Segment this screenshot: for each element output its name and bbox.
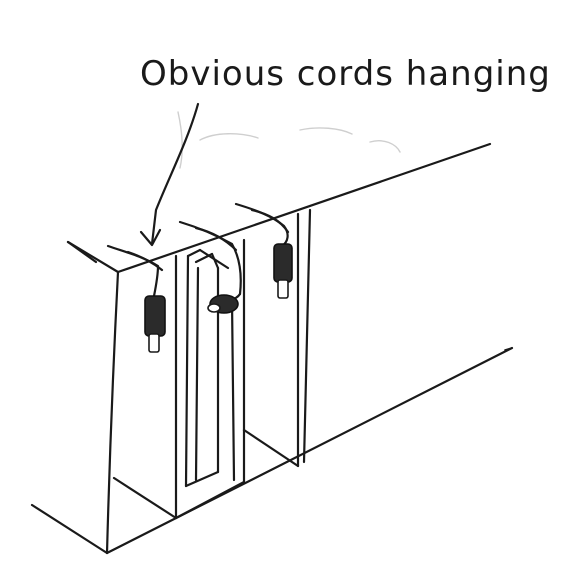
plug-left-pin (148, 333, 160, 353)
plug-middle-pin (207, 303, 221, 313)
rack-middle-slot (174, 248, 246, 520)
erased-ghost-marks (177, 111, 401, 169)
rack-panel-left (106, 254, 178, 554)
cord-left (106, 244, 166, 353)
cord-middle (178, 220, 242, 314)
cord-right (234, 202, 293, 299)
plug-right-pin (277, 279, 289, 299)
annotation-arrow (139, 102, 200, 247)
plug-left-body (144, 295, 166, 337)
plug-right-body (273, 243, 293, 283)
rack-outline (30, 142, 514, 555)
annotation-label: Obvious cords hanging (140, 54, 551, 94)
rack-panel-right (242, 208, 312, 484)
